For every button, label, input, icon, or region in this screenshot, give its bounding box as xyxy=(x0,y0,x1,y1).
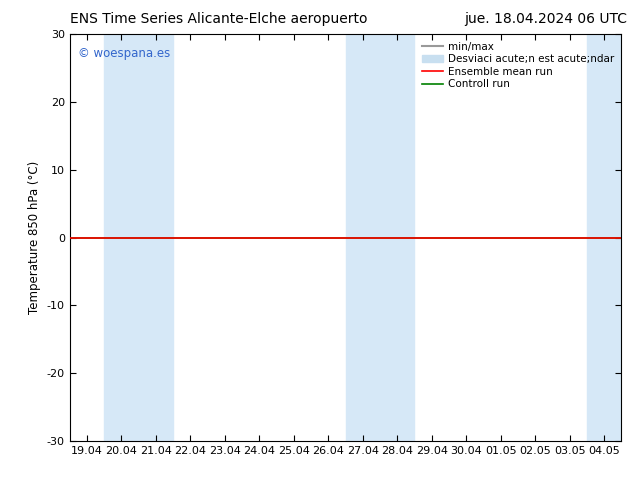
Text: © woespana.es: © woespana.es xyxy=(78,47,171,59)
Legend: min/max, Desviaci acute;n est acute;ndar, Ensemble mean run, Controll run: min/max, Desviaci acute;n est acute;ndar… xyxy=(418,37,618,94)
Bar xyxy=(104,34,173,441)
Y-axis label: Temperature 850 hPa (°C): Temperature 850 hPa (°C) xyxy=(28,161,41,314)
Text: ENS Time Series Alicante-Elche aeropuerto: ENS Time Series Alicante-Elche aeropuert… xyxy=(70,12,367,26)
Bar xyxy=(346,34,415,441)
Text: jue. 18.04.2024 06 UTC: jue. 18.04.2024 06 UTC xyxy=(465,12,628,26)
Bar xyxy=(587,34,621,441)
